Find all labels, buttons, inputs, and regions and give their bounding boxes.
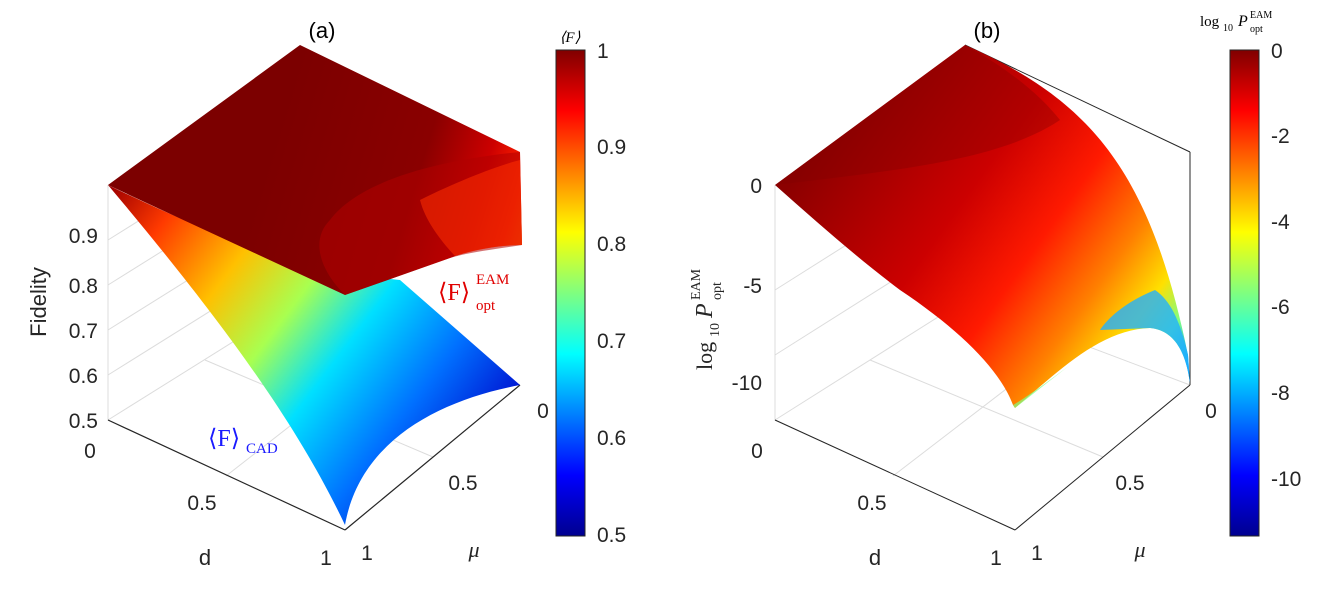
annotation-eam-sub: opt	[476, 298, 496, 314]
cb-a-tick: 0.6	[597, 427, 626, 450]
panel-a-x-tick: 0	[84, 440, 96, 463]
cb-b-title-sub: 10	[1223, 23, 1233, 34]
panel-a: (a) 0.5 0.6 0.7 0.8 0.9 Fidelity 0 0.5 1…	[26, 18, 626, 570]
panel-b-y-label: μ	[1133, 537, 1145, 562]
panel-b-x-label: d	[869, 545, 881, 570]
panel-a-z-tick: 0.6	[69, 365, 98, 388]
panel-a-z-tick: 0.8	[69, 275, 98, 298]
panel-a-x-label: d	[199, 545, 211, 570]
cb-b-tick: 0	[1271, 40, 1283, 63]
panel-a-x-ticks: 0 0.5 1	[84, 440, 332, 570]
cb-b-title-log: log	[1200, 14, 1220, 30]
cb-b-tick: -8	[1271, 382, 1290, 405]
annotation-cad-main: ⟨F⟩	[208, 426, 240, 452]
panel-b-cool-corner	[1100, 290, 1190, 383]
panel-a-title: (a)	[309, 18, 336, 43]
panel-a-y-tick: 0	[537, 400, 549, 423]
cb-b-tick: -10	[1271, 468, 1301, 491]
panel-b-z-tick: 0	[750, 175, 762, 198]
panel-b-surface	[775, 45, 1190, 408]
cb-a-tick: 0.9	[597, 136, 626, 159]
panel-a-y-label: μ	[467, 537, 479, 562]
panel-b-x-ticks: 0 0.5 1	[751, 440, 1002, 570]
panel-a-y-tick: 0.5	[448, 472, 477, 495]
panel-a-axis-lines	[107, 384, 521, 531]
panel-b-surface-shade	[775, 45, 1060, 185]
annotation-eam-sup: EAM	[476, 272, 509, 288]
annotation-eam-main: ⟨F⟩	[438, 280, 470, 306]
panel-b: (b) 0 -5 -10 log 10 P EAM opt 0 0.5 1 d …	[689, 10, 1301, 570]
panel-b-z-ticks: 0 -5 -10	[732, 175, 762, 395]
panel-b-x-tick: 1	[990, 547, 1002, 570]
panel-b-y-ticks: 1 0.5 0	[1031, 400, 1217, 565]
panel-a-x-tick: 1	[320, 547, 332, 570]
panel-b-colorbar-ticks: 0 -2 -4 -6 -8 -10	[1271, 40, 1301, 491]
panel-a-z-label: Fidelity	[26, 267, 51, 337]
panel-b-title: (b)	[974, 18, 1001, 43]
panel-a-z-tick: 0.7	[69, 320, 98, 343]
cb-b-tick: -6	[1271, 296, 1290, 319]
zlabel-sup: EAM	[689, 268, 704, 300]
panel-a-z-tick: 0.9	[69, 225, 98, 248]
zlabel-log: log	[692, 342, 717, 370]
panel-b-z-label: log 10 P EAM opt	[689, 268, 725, 370]
panel-b-box-edges	[774, 44, 1191, 531]
cb-b-title-sup: EAM	[1250, 10, 1272, 21]
panel-a-colorbar-ticks: 1 0.9 0.8 0.7 0.6 0.5	[597, 40, 626, 547]
panel-a-y-ticks: 1 0.5 0	[361, 400, 549, 565]
panel-a-eam-edge-lobe-hot	[420, 160, 522, 256]
panel-b-y-tick: 1	[1031, 542, 1043, 565]
cb-a-tick: 1	[597, 40, 609, 63]
panel-b-z-tick: -5	[743, 275, 762, 298]
cb-b-tick: -4	[1271, 211, 1290, 234]
cb-a-tick: 0.8	[597, 233, 626, 256]
panel-b-x-tick: 0.5	[857, 492, 886, 515]
panel-a-x-tick: 0.5	[187, 492, 216, 515]
panel-a-cad-surface	[108, 185, 520, 525]
zlabel-var: P	[692, 303, 718, 319]
cb-a-tick: 0.5	[597, 524, 626, 547]
panel-b-y-tick: 0	[1205, 400, 1217, 423]
panel-b-colorbar-title: log 10 P EAM opt	[1200, 10, 1272, 35]
cb-b-title-var: P	[1237, 13, 1248, 30]
cb-a-tick: 0.7	[597, 330, 626, 353]
annotation-cad-sub: CAD	[246, 441, 278, 457]
panel-a-colorbar	[555, 49, 586, 537]
panel-a-z-tick: 0.5	[69, 410, 98, 433]
panel-a-colorbar-title: ⟨F⟩	[560, 30, 581, 46]
cb-b-title-sub2: opt	[1250, 24, 1263, 35]
zlabel-sub2: opt	[710, 282, 725, 300]
panel-a-annotation-cad: ⟨F⟩ CAD	[208, 426, 278, 457]
cb-b-tick: -2	[1271, 125, 1290, 148]
panel-a-z-ticks: 0.5 0.6 0.7 0.8 0.9	[69, 225, 98, 433]
zlabel-sub: 10	[708, 323, 723, 337]
panel-b-z-tick: -10	[732, 372, 762, 395]
panel-a-y-tick: 1	[361, 542, 373, 565]
panel-b-front-edge	[1013, 365, 1070, 408]
panel-b-colorbar	[1229, 49, 1260, 537]
panel-b-x-tick: 0	[751, 440, 763, 463]
panel-b-y-tick: 0.5	[1115, 472, 1144, 495]
panel-a-annotation-eam: ⟨F⟩ EAM opt	[438, 272, 509, 314]
